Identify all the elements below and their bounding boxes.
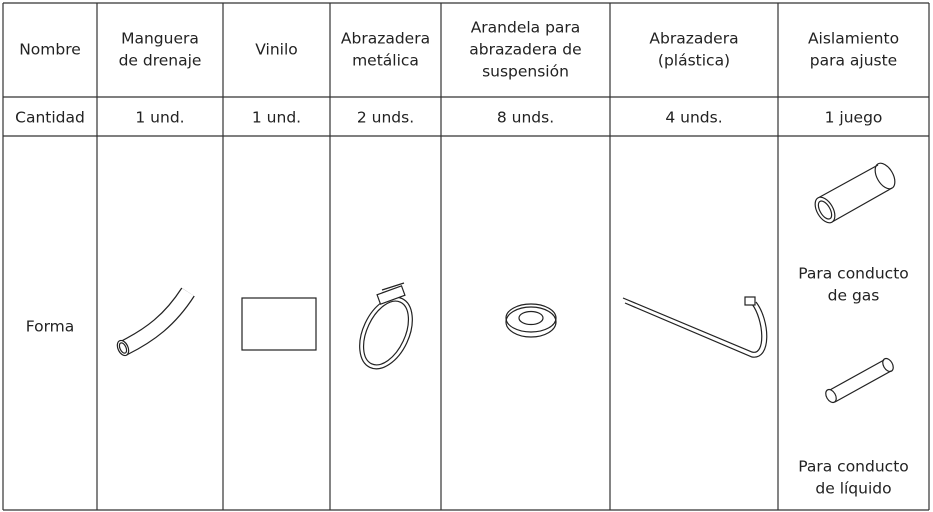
header-cell: Aislamiento <box>808 30 899 48</box>
liquid-insulation-icon <box>825 357 894 404</box>
insulation-note: Para conducto <box>798 458 909 476</box>
header-cell: abrazadera de <box>469 41 581 59</box>
quantity-cell: 2 unds. <box>357 109 414 127</box>
insulation-note: de líquido <box>815 480 891 498</box>
header-cell: metálica <box>352 52 419 70</box>
quantity-cell: 1 und. <box>252 109 301 127</box>
quantity-cell: 8 unds. <box>497 109 554 127</box>
header-cell: Manguera <box>121 30 199 48</box>
header-cell: suspensión <box>482 63 569 81</box>
insulation-note: Para conducto <box>798 265 909 283</box>
vinyl-icon <box>241 297 317 351</box>
metal-clamp-icon <box>359 282 413 370</box>
header-cell: Abrazadera <box>341 30 430 48</box>
quantity-cell: 1 und. <box>135 109 184 127</box>
header-cell: Arandela para <box>471 19 581 37</box>
gas-insulation-icon <box>814 162 896 224</box>
header-cell: (plástica) <box>658 52 730 70</box>
shape-label: Forma <box>26 318 75 336</box>
quantity-cell: 4 unds. <box>665 109 722 127</box>
header-cell: Nombre <box>19 41 81 59</box>
drain-hose-icon <box>116 287 195 357</box>
header-cell: para ajuste <box>810 52 897 70</box>
quantity-cell: Cantidad <box>15 109 85 127</box>
quantity-cell: 1 juego <box>825 109 883 127</box>
header-cell: Abrazadera <box>649 30 738 48</box>
header-cell: Vinilo <box>255 41 298 59</box>
insulation-note: de gas <box>828 287 880 305</box>
plastic-clamp-icon <box>622 296 768 358</box>
washer-icon <box>505 303 557 338</box>
header-cell: de drenaje <box>119 52 202 70</box>
